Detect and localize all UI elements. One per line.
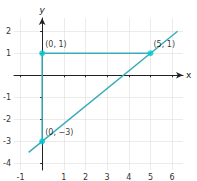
svg-text:-1: -1 <box>17 173 25 181</box>
svg-text:3: 3 <box>105 173 110 181</box>
svg-text:-2: -2 <box>3 115 11 124</box>
svg-text:y: y <box>39 5 46 15</box>
svg-text:(0, 1): (0, 1) <box>45 40 67 49</box>
svg-text:2: 2 <box>83 173 88 181</box>
svg-text:-3: -3 <box>3 137 11 146</box>
svg-text:1: 1 <box>61 173 66 181</box>
svg-text:4: 4 <box>126 173 131 181</box>
svg-text:5: 5 <box>148 173 153 181</box>
svg-text:(0, −3): (0, −3) <box>45 128 73 137</box>
svg-text:1: 1 <box>6 49 11 58</box>
svg-text:2: 2 <box>6 27 11 36</box>
svg-text:-1: -1 <box>3 93 11 102</box>
svg-text:-4: -4 <box>3 159 11 168</box>
svg-text:x: x <box>186 70 192 80</box>
svg-text:6: 6 <box>170 173 175 181</box>
svg-text:(5, 1): (5, 1) <box>154 40 176 49</box>
